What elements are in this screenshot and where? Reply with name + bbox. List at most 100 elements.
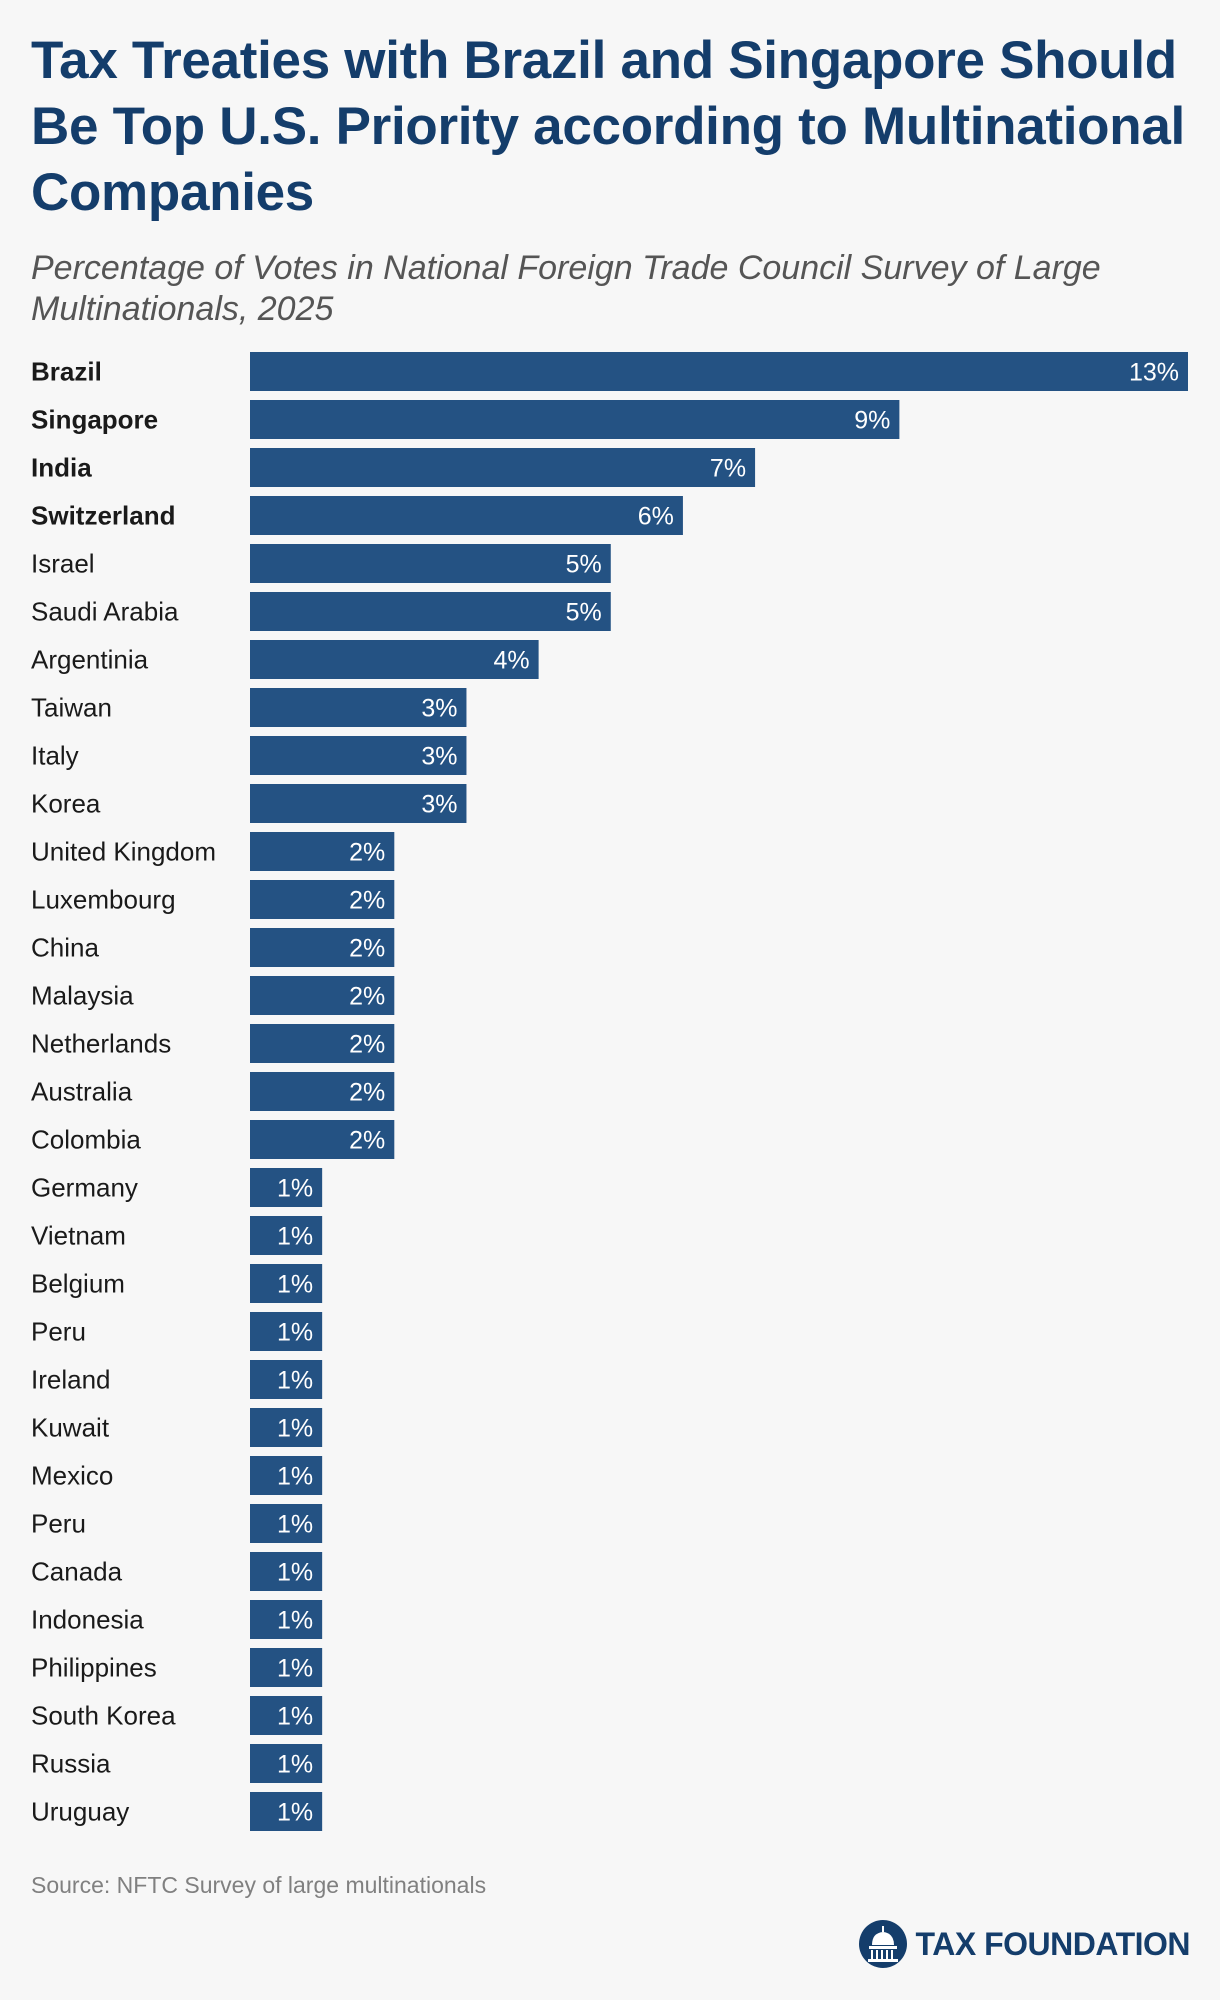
category-label: Uruguay — [31, 1797, 129, 1827]
bar — [250, 976, 395, 1015]
category-label: Saudi Arabia — [31, 597, 179, 627]
category-label: Vietnam — [31, 1221, 126, 1251]
value-label: 7% — [710, 455, 746, 483]
value-label: 3% — [421, 743, 457, 771]
bar — [250, 544, 611, 583]
category-label: Italy — [31, 741, 79, 771]
category-label: Brazil — [31, 357, 102, 387]
value-label: 2% — [349, 983, 385, 1011]
category-label: Mexico — [31, 1461, 113, 1491]
value-label: 1% — [277, 1175, 313, 1203]
bar — [250, 1360, 323, 1399]
value-label: 2% — [349, 839, 385, 867]
bar-chart: Brazil 13% Singapore 9% India 7% Switzerland 6%… — [31, 352, 1188, 1831]
bar — [250, 1552, 323, 1591]
bar — [250, 832, 395, 871]
category-label: India — [31, 453, 92, 483]
bar — [250, 1600, 323, 1639]
category-label: Netherlands — [31, 1029, 171, 1059]
bar — [250, 1744, 323, 1783]
category-label: Singapore — [31, 405, 158, 435]
category-label: Korea — [31, 789, 101, 819]
category-label: Philippines — [31, 1653, 157, 1683]
logo-text: TAX FOUNDATION — [915, 1925, 1191, 1962]
category-label: China — [31, 933, 99, 963]
value-label: 1% — [277, 1271, 313, 1299]
value-label: 5% — [566, 551, 602, 579]
bar — [250, 448, 756, 487]
category-label: Kuwait — [31, 1413, 110, 1443]
bar — [250, 1648, 323, 1687]
category-label: South Korea — [31, 1701, 176, 1731]
bar — [250, 400, 900, 439]
bar — [250, 496, 683, 535]
source-note: Source: NFTC Survey of large multination… — [31, 1872, 487, 1898]
category-label: Luxembourg — [31, 885, 176, 915]
value-label: 4% — [493, 647, 529, 675]
value-label: 3% — [421, 791, 457, 819]
category-label: Colombia — [31, 1125, 141, 1155]
bar — [250, 1024, 395, 1063]
bar — [250, 1408, 323, 1447]
bar — [250, 784, 467, 823]
bar — [250, 592, 611, 631]
value-label: 1% — [277, 1559, 313, 1587]
bar — [250, 1792, 323, 1831]
value-label: 2% — [349, 935, 385, 963]
category-label: Australia — [31, 1077, 133, 1107]
bar — [250, 1312, 323, 1351]
bar — [250, 640, 539, 679]
value-label: 3% — [421, 695, 457, 723]
bar — [250, 352, 1188, 391]
bar — [250, 1504, 323, 1543]
category-label: Indonesia — [31, 1605, 144, 1635]
category-label: Peru — [31, 1317, 86, 1347]
value-label: 1% — [277, 1751, 313, 1779]
value-label: 13% — [1129, 359, 1179, 387]
value-label: 1% — [277, 1799, 313, 1827]
bar — [250, 1216, 323, 1255]
value-label: 1% — [277, 1367, 313, 1395]
chart-subtitle: Percentage of Votes in National Foreign … — [31, 249, 1101, 328]
bar — [250, 1072, 395, 1111]
value-label: 2% — [349, 1127, 385, 1155]
bar — [250, 880, 395, 919]
value-label: 1% — [277, 1319, 313, 1347]
value-label: 6% — [638, 503, 674, 531]
category-label: Peru — [31, 1509, 86, 1539]
bar — [250, 736, 467, 775]
category-label: Malaysia — [31, 981, 134, 1011]
tax-foundation-logo: TAX FOUNDATION — [858, 1917, 1191, 1971]
value-label: 1% — [277, 1223, 313, 1251]
category-label: Belgium — [31, 1269, 125, 1299]
category-label: Ireland — [31, 1365, 111, 1395]
value-label: 1% — [277, 1607, 313, 1635]
category-label: United Kingdom — [31, 837, 216, 867]
category-label: Taiwan — [31, 693, 112, 723]
category-label: Russia — [31, 1749, 111, 1779]
value-label: 1% — [277, 1655, 313, 1683]
value-label: 2% — [349, 1031, 385, 1059]
value-label: 1% — [277, 1511, 313, 1539]
category-label: Israel — [31, 549, 95, 579]
bar — [250, 688, 467, 727]
value-label: 2% — [349, 887, 385, 915]
value-label: 5% — [566, 599, 602, 627]
category-label: Argentinia — [31, 645, 149, 675]
capitol-dome-icon — [858, 1920, 907, 1968]
category-label: Germany — [31, 1173, 138, 1203]
category-label: Switzerland — [31, 501, 175, 531]
chart-title: Tax Treaties with Brazil and Singapore S… — [31, 31, 1185, 222]
bar — [250, 928, 395, 967]
bar — [250, 1120, 395, 1159]
value-label: 1% — [277, 1703, 313, 1731]
bar — [250, 1168, 323, 1207]
value-label: 2% — [349, 1079, 385, 1107]
value-label: 9% — [854, 407, 890, 435]
value-label: 1% — [277, 1463, 313, 1491]
bar — [250, 1696, 323, 1735]
value-label: 1% — [277, 1415, 313, 1443]
category-label: Canada — [31, 1557, 123, 1587]
bar — [250, 1456, 323, 1495]
bar — [250, 1264, 323, 1303]
